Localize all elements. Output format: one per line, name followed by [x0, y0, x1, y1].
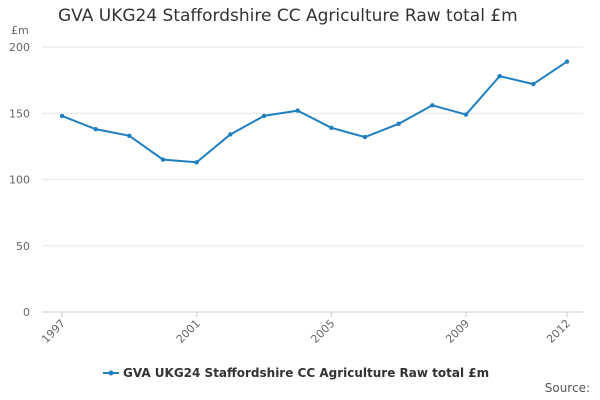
- data-point[interactable]: [362, 134, 368, 140]
- data-point[interactable]: [93, 126, 98, 132]
- y-tick-label: 100: [9, 174, 30, 187]
- y-tick-label: 50: [16, 240, 30, 253]
- data-point[interactable]: [497, 73, 502, 79]
- y-tick-label: 200: [9, 41, 30, 54]
- data-point[interactable]: [59, 113, 65, 119]
- data-point[interactable]: [261, 113, 267, 119]
- data-point[interactable]: [228, 132, 233, 137]
- data-point[interactable]: [531, 81, 536, 87]
- data-point[interactable]: [396, 121, 401, 127]
- legend[interactable]: GVA UKG24 Staffordshire CC Agriculture R…: [103, 366, 489, 380]
- series-line: [61, 60, 568, 164]
- data-point[interactable]: [564, 59, 570, 64]
- data-point[interactable]: [127, 133, 132, 138]
- x-tick-label: 2012: [544, 317, 573, 346]
- data-point[interactable]: [463, 112, 469, 117]
- y-tick-label: 150: [9, 107, 30, 120]
- y-tick-label: 0: [23, 306, 30, 319]
- legend-series-marker: [108, 370, 114, 376]
- y-axis-unit-label: £m: [11, 24, 29, 37]
- chart-title: GVA UKG24 Staffordshire CC Agriculture R…: [58, 6, 518, 26]
- x-tick-label: 2005: [308, 317, 337, 346]
- x-axis: 1997 2001 2005 2009 2012: [39, 312, 573, 346]
- grid: [42, 46, 583, 313]
- series: [59, 59, 570, 165]
- data-point[interactable]: [430, 103, 435, 108]
- x-tick-label: 2009: [443, 317, 472, 346]
- data-point[interactable]: [194, 160, 199, 165]
- y-axis: 0 50 100 150 200: [9, 41, 30, 319]
- data-point[interactable]: [329, 125, 334, 131]
- source-label: Source:: [544, 381, 590, 395]
- data-point[interactable]: [295, 108, 300, 113]
- data-point[interactable]: [160, 157, 166, 162]
- x-tick-label: 2001: [174, 317, 203, 346]
- legend-series-label[interactable]: GVA UKG24 Staffordshire CC Agriculture R…: [123, 366, 489, 380]
- x-tick-label: 1997: [39, 317, 68, 346]
